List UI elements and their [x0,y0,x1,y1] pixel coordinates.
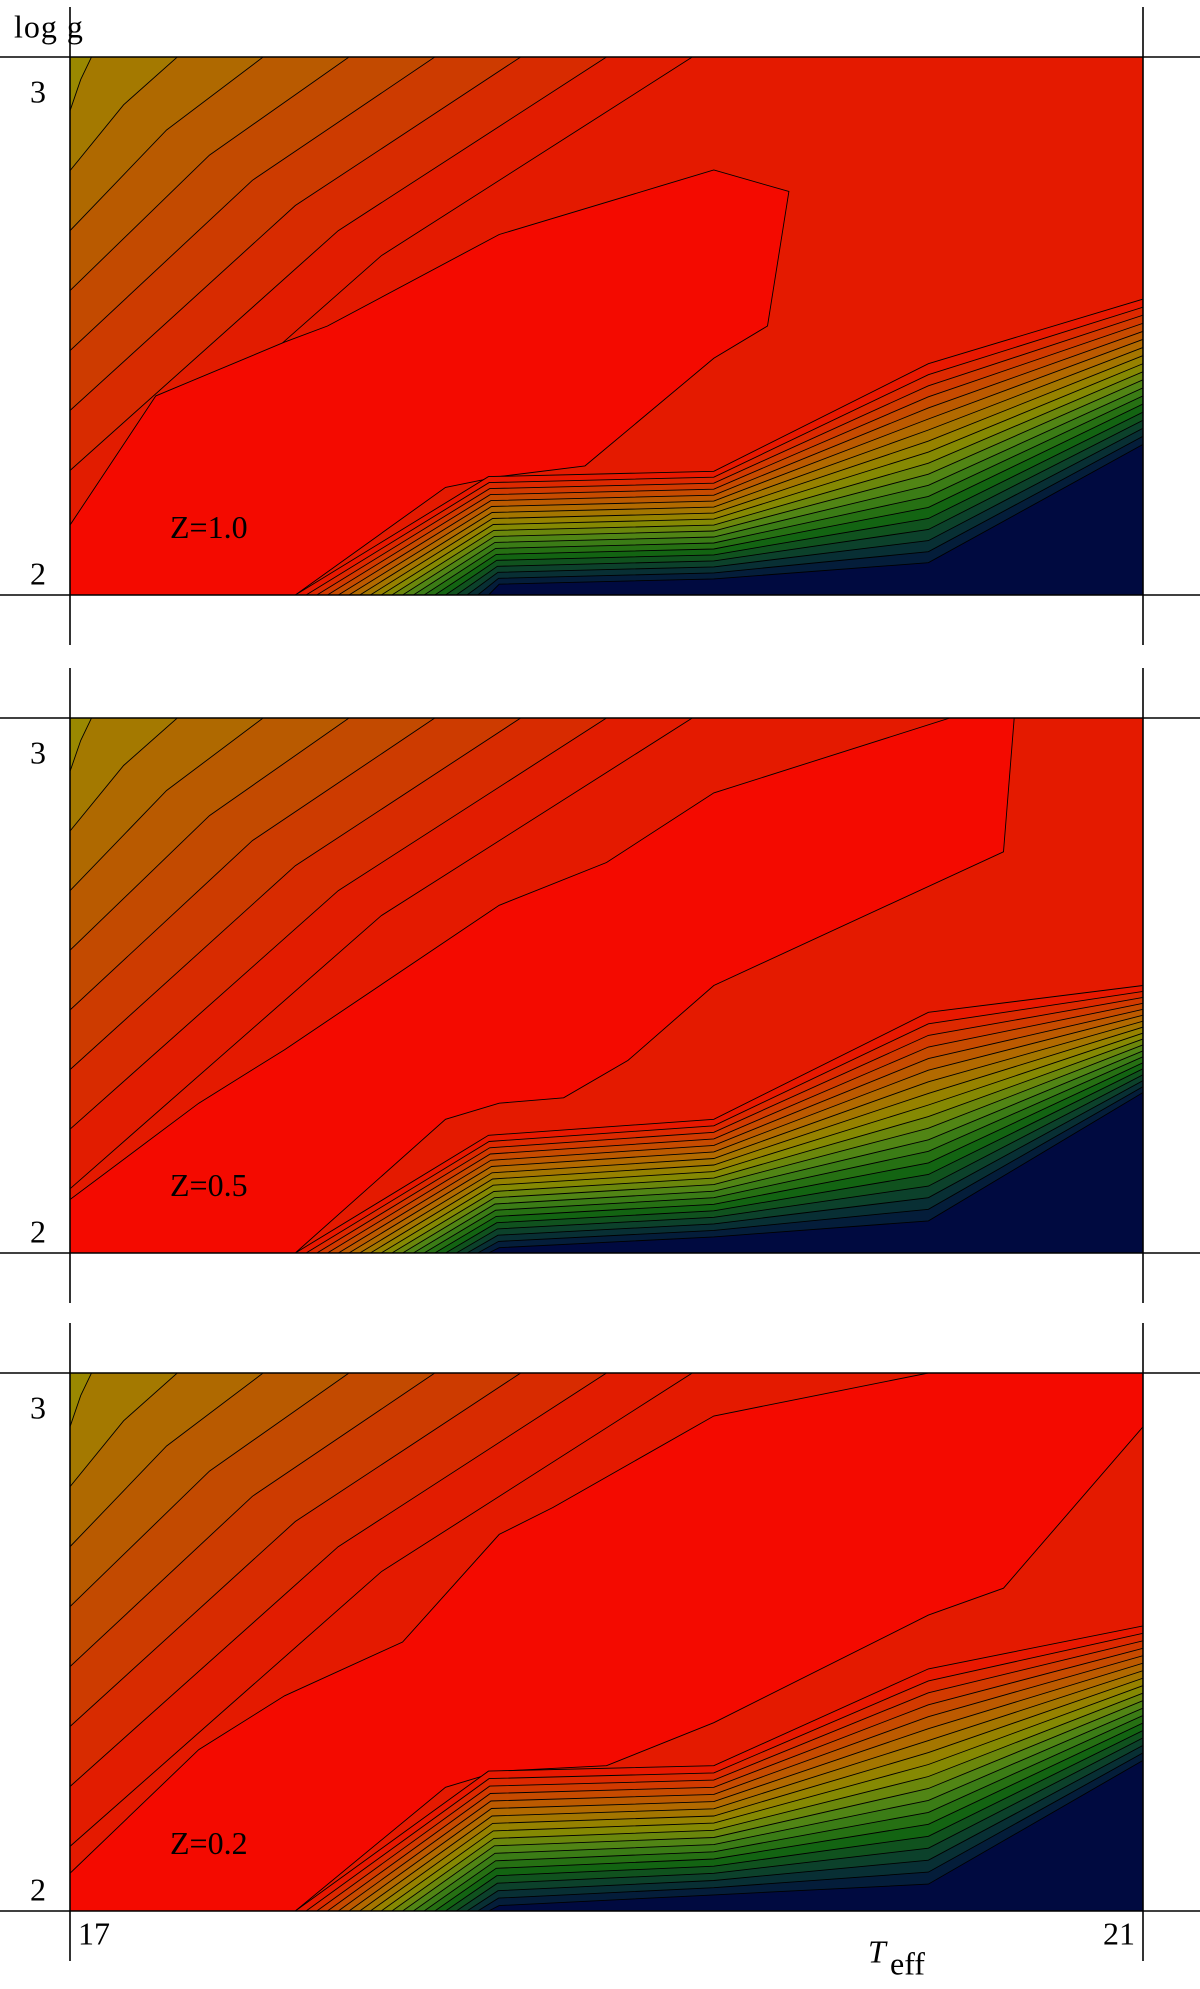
annotation: Z=0.5 [170,1167,248,1203]
contour-band [70,718,92,772]
contour-band [70,718,178,832]
contour-band [70,1373,1143,1911]
contour-band [488,1759,1143,1911]
x-tick-label: 21 [1103,1915,1135,1951]
contour-band [70,718,1015,1253]
contour-band [70,1373,178,1488]
contour-plot [70,718,1143,1253]
contour-band [488,1091,1143,1253]
x-axis-label: T [868,1933,888,1969]
y-tick-label: 3 [30,73,46,109]
x-tick-label: 17 [78,1915,110,1951]
contour-band [70,169,790,595]
y-axis-label: log g [14,8,84,44]
contour-plot [70,1373,1143,1911]
contour-plot [70,57,1143,595]
x-axis-label-subscript: eff [890,1945,925,1981]
contour-band [70,57,178,172]
y-tick-label: 3 [30,1389,46,1425]
annotation: Z=1.0 [170,509,248,545]
contour-band [70,57,92,111]
y-tick-label: 2 [30,555,46,591]
y-tick-label: 3 [30,734,46,770]
contour-band [70,1373,92,1427]
y-tick-label: 2 [30,1871,46,1907]
y-tick-label: 2 [30,1213,46,1249]
contour-band [488,443,1143,595]
annotation: Z=0.2 [170,1825,248,1861]
